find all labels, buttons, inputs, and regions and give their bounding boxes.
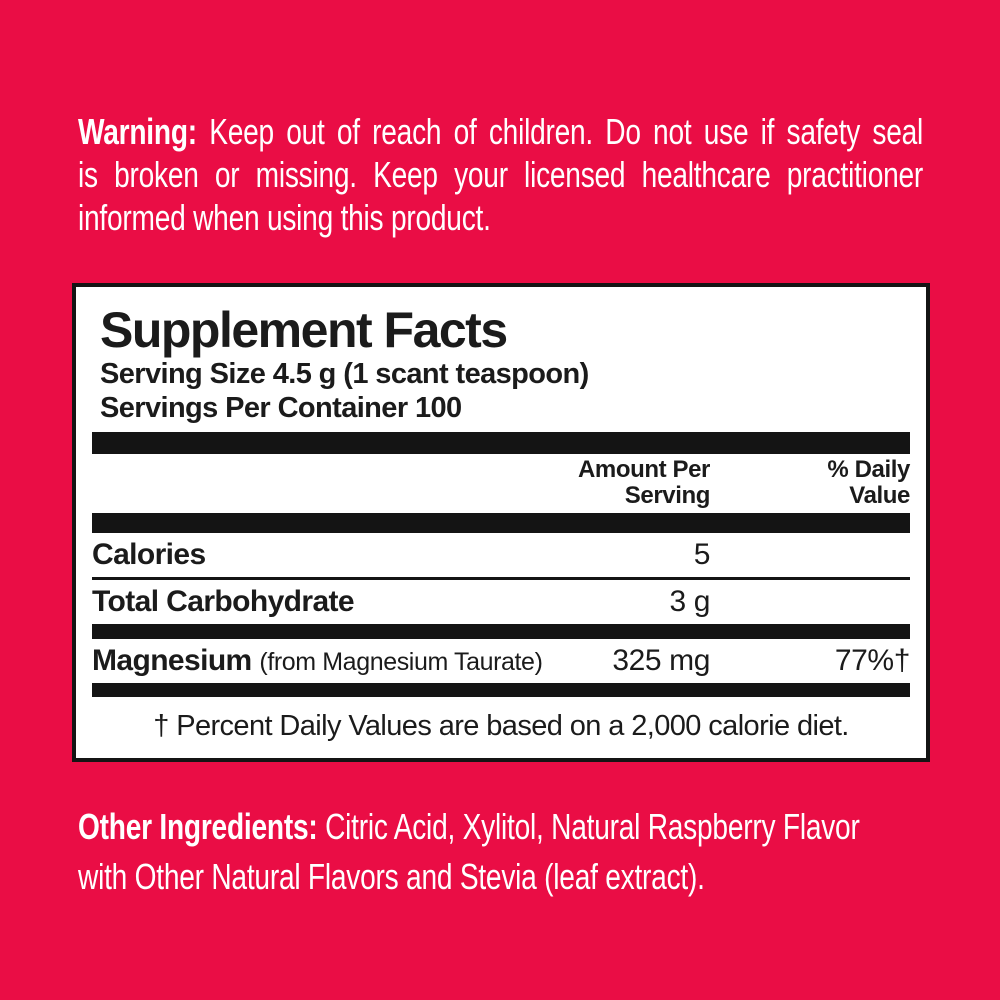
separator-bar-thick-top: [92, 432, 910, 454]
other-ingredients-line-2: with Other Natural Flavors and Stevia (l…: [78, 856, 705, 897]
servings-per-container: Servings Per Container 100: [100, 392, 462, 424]
warning-line-1: Warning: Keep out of reach of children. …: [78, 110, 923, 153]
nutrient-name-main: Magnesium: [92, 644, 252, 677]
separator-bar-under-header: [92, 513, 910, 533]
nutrient-source-detail: (from Magnesium Taurate): [259, 648, 543, 676]
table-row-total-carbohydrate: Total Carbohydrate 3 g: [92, 580, 910, 624]
percent-daily-value-header: % Daily Value: [827, 456, 910, 509]
warning-line-1-text: Keep out of reach of children. Do not us…: [209, 111, 924, 152]
table-row-magnesium: Magnesium (from Magnesium Taurate) 325 m…: [92, 639, 910, 683]
nutrient-amount: 5: [693, 538, 711, 571]
separator-bar-below-magnesium: [92, 683, 910, 697]
table-header-spacer: [92, 457, 560, 509]
other-ingredients-label: Other Ingredients:: [78, 806, 318, 847]
serving-size: Serving Size 4.5 g (1 scant teaspoon): [100, 358, 589, 390]
other-ingredients-line-1-text: Citric Acid, Xylitol, Natural Raspberry …: [325, 806, 860, 847]
panel-title: Supplement Facts: [100, 302, 508, 358]
amount-per-serving-header: Amount Per Serving: [577, 456, 710, 509]
other-ingredients-line-1: Other Ingredients: Citric Acid, Xylitol,…: [78, 802, 923, 852]
nutrient-amount: 325 mg: [612, 644, 710, 677]
warning-label: Warning:: [78, 111, 197, 152]
warning-text: Warning: Keep out of reach of children. …: [78, 110, 923, 239]
nutrient-name: Total Carbohydrate: [92, 585, 355, 618]
daily-value-footnote: † Percent Daily Values are based on a 2,…: [153, 710, 849, 742]
nutrient-name: Calories: [92, 538, 206, 571]
separator-bar-above-magnesium: [92, 624, 910, 639]
nutrient-amount: 3 g: [669, 585, 710, 618]
nutrient-dv: 77%†: [834, 644, 911, 677]
other-ingredients: Other Ingredients: Citric Acid, Xylitol,…: [78, 802, 923, 902]
nutrient-name: Magnesium (from Magnesium Taurate): [92, 644, 560, 678]
row-divider: [92, 577, 910, 580]
table-row-calories: Calories 5: [92, 533, 910, 577]
table-header: Amount Per Serving % Daily Value: [92, 454, 910, 513]
warning-line-2: is broken or missing. Keep your licensed…: [78, 154, 924, 195]
supplement-facts-panel: Supplement Facts Serving Size 4.5 g (1 s…: [72, 283, 930, 762]
warning-line-3: informed when using this product.: [78, 197, 491, 238]
